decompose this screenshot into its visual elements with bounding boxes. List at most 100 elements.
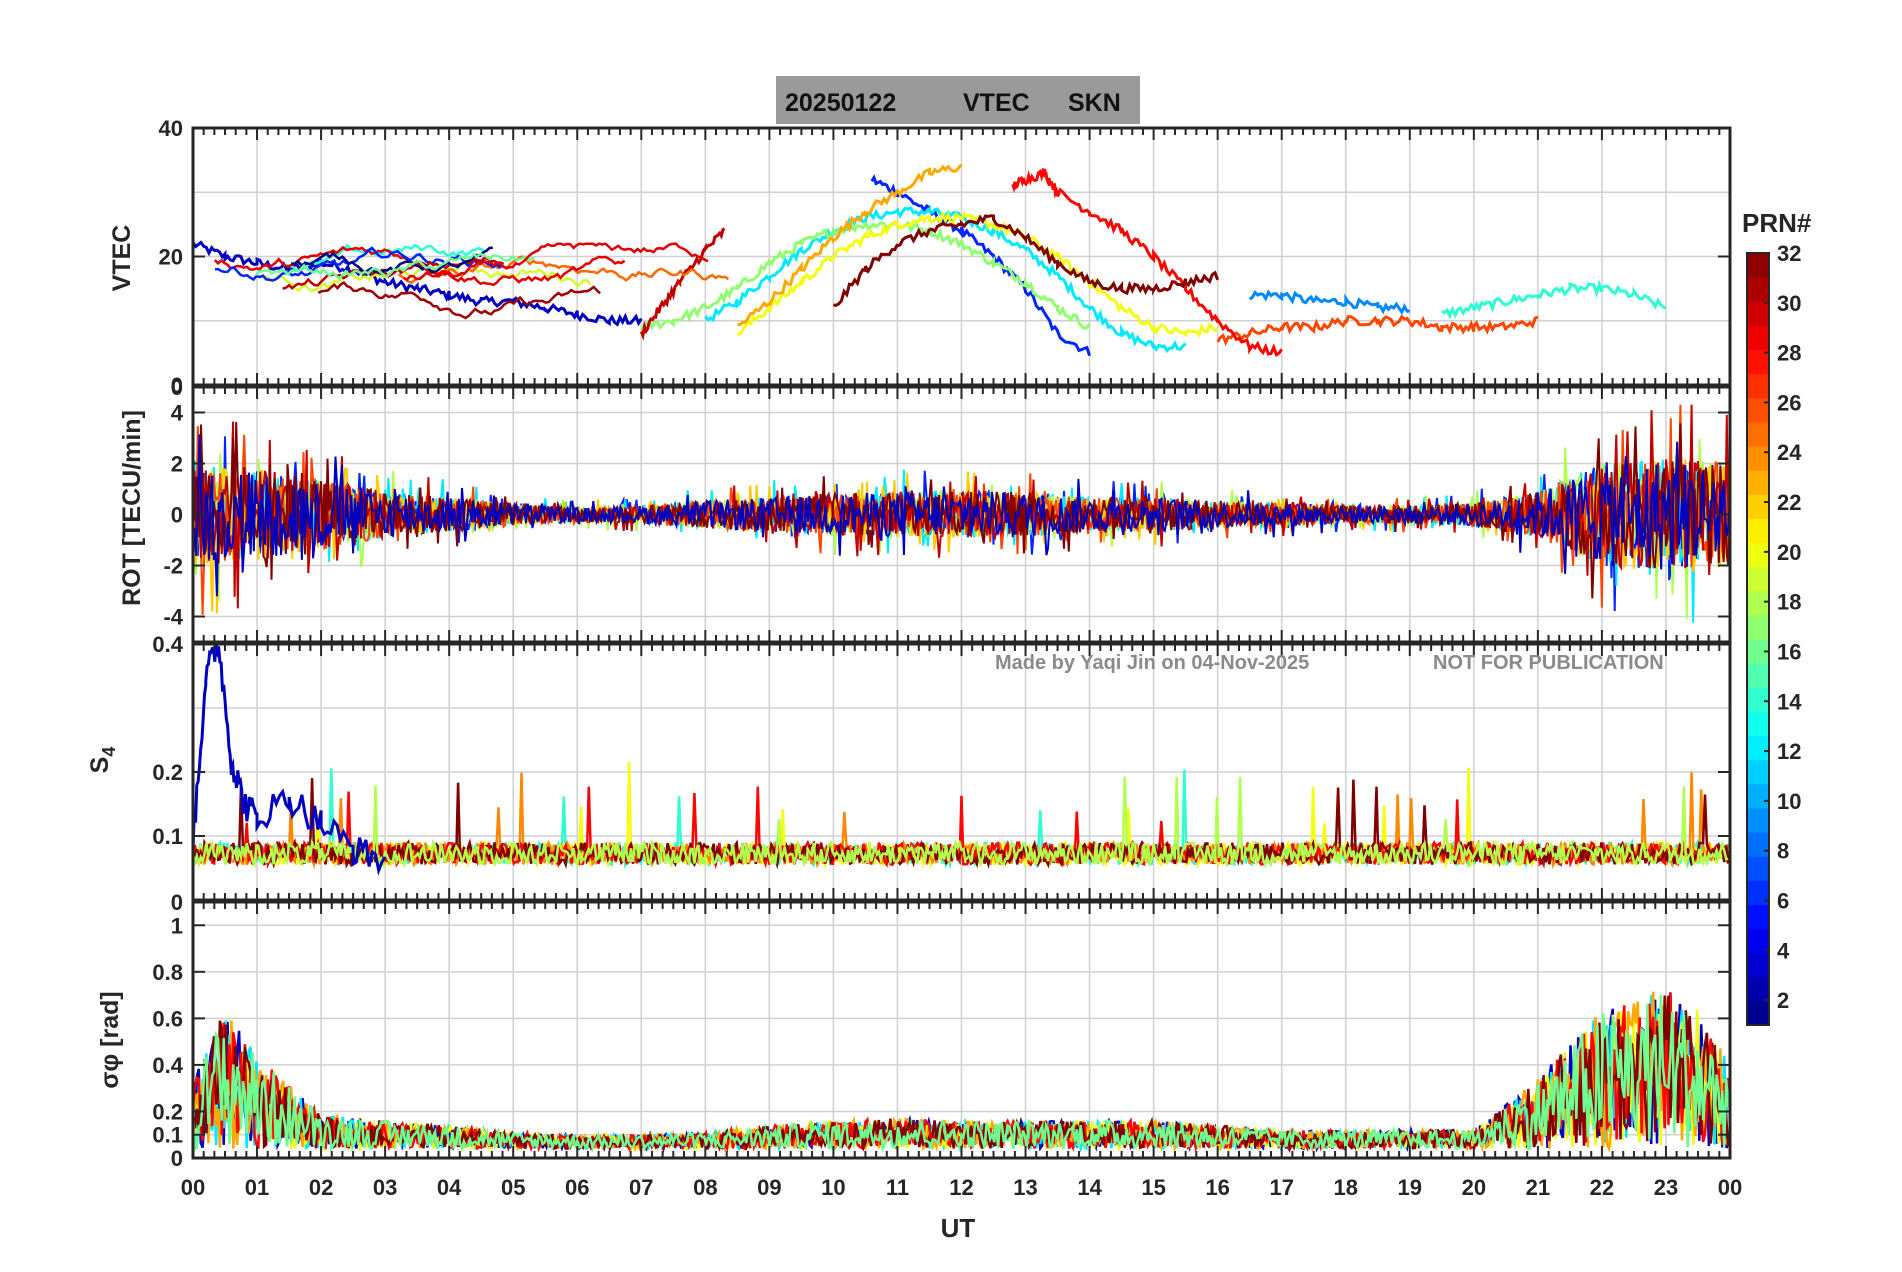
y-tick-label: 0	[171, 503, 183, 528]
x-tick-label: 19	[1398, 1175, 1422, 1200]
x-tick-label: 05	[501, 1175, 525, 1200]
colorbar-label: PRN#	[1742, 208, 1812, 238]
y-tick-label: 0.6	[152, 1006, 183, 1031]
vtec-series-prn-28	[1011, 167, 1283, 357]
y-tick-label: 0.1	[152, 1123, 183, 1148]
colorbar-tick-label: 10	[1777, 789, 1801, 814]
x-tick-label: 10	[821, 1175, 845, 1200]
colorbar-swatch	[1747, 277, 1769, 302]
x-axis-label: UT	[941, 1213, 976, 1243]
colorbar-swatch	[1747, 470, 1769, 495]
colorbar-swatch	[1747, 807, 1769, 833]
x-tick-label: 15	[1141, 1175, 1165, 1200]
y-tick-label: 0	[171, 375, 183, 400]
colorbar-frame	[1746, 252, 1770, 1026]
x-tick-label: 00	[1718, 1175, 1742, 1200]
y-tick-label: 0.8	[152, 960, 183, 985]
x-tick-label: 02	[309, 1175, 333, 1200]
y-tick-label: 0.4	[152, 1053, 183, 1078]
x-tick-label: 09	[757, 1175, 781, 1200]
colorbar-tick-label: 8	[1777, 839, 1789, 864]
colorbar-tick-label: 30	[1777, 291, 1801, 316]
x-tick-label: 12	[949, 1175, 973, 1200]
y-tick-label: 0.1	[152, 824, 183, 849]
colorbar-swatch	[1747, 590, 1769, 616]
colorbar-swatch	[1747, 421, 1769, 447]
x-tick-label: 11	[886, 1175, 909, 1200]
x-tick-label: 22	[1590, 1175, 1614, 1200]
colorbar-tick-label: 18	[1777, 590, 1801, 615]
x-tick-label: 20	[1462, 1175, 1486, 1200]
colorbar-swatch	[1747, 832, 1769, 857]
watermark-notice: NOT FOR PUBLICATION	[1433, 652, 1664, 674]
y-tick-label: 1	[171, 913, 183, 938]
colorbar-swatch	[1747, 614, 1769, 640]
y-tick-label: 0.2	[152, 1099, 183, 1124]
colorbar-tick-label: 26	[1777, 390, 1801, 415]
x-tick-label: 08	[693, 1175, 717, 1200]
vtec-track	[397, 255, 730, 285]
colorbar-swatch	[1747, 783, 1769, 809]
vtec-track	[403, 242, 709, 282]
colorbar-swatch	[1747, 687, 1769, 712]
vtec-track	[283, 243, 486, 272]
y-tick-label: 40	[159, 116, 183, 141]
colorbar-swatch	[1747, 880, 1769, 905]
vtec-series-prn-23	[737, 163, 963, 327]
y-tick-label: 0.2	[152, 760, 183, 785]
y-tick-label: 0	[171, 890, 183, 915]
colorbar-tick-label: 28	[1777, 341, 1801, 366]
colorbar-tick-label: 6	[1777, 888, 1789, 913]
colorbar-tick-label: 14	[1777, 689, 1802, 714]
colorbar-tick-label: 32	[1777, 241, 1801, 266]
title-date: 20250122	[785, 89, 896, 117]
rot-series-prn-3	[192, 434, 1731, 597]
colorbar-tick-label: 2	[1777, 988, 1789, 1013]
x-tick-label: 04	[437, 1175, 462, 1200]
colorbar-swatch	[1747, 952, 1769, 978]
colorbar-swatch	[1747, 542, 1769, 568]
colorbar-swatch	[1747, 711, 1769, 737]
panel-rot: -4 -2 0 2 4	[163, 385, 1732, 644]
vtec-track	[255, 252, 535, 281]
vtec-series-prn-9	[1248, 289, 1410, 316]
title-quantity: VTEC	[963, 89, 1030, 117]
y-tick-label: 2	[171, 452, 183, 477]
x-tick-label: 21	[1526, 1175, 1550, 1200]
y-tick-label: 0.4	[152, 632, 183, 657]
colorbar-swatch	[1747, 663, 1769, 688]
panel-s4: 0.1 0.2 0.4	[152, 632, 1732, 902]
colorbar-swatch	[1747, 639, 1769, 664]
colorbar-swatch	[1747, 349, 1769, 375]
x-tick-label: 16	[1205, 1175, 1229, 1200]
y-tick-label: 4	[171, 401, 184, 426]
sigma-ylabel: σφ [rad]	[96, 991, 124, 1089]
colorbar-swatch	[1747, 397, 1769, 423]
panel-sigma_phi: 00.10.2 0.4 0.6 0.8 1	[152, 900, 1732, 1171]
colorbar-swatch	[1747, 518, 1769, 544]
y-tick-label: 0	[171, 1146, 183, 1171]
x-tick-label: 18	[1334, 1175, 1358, 1200]
s4-series-prn-18	[191, 776, 1729, 869]
colorbar-swatch	[1747, 566, 1769, 592]
colorbar-tick-label: 20	[1777, 540, 1801, 565]
x-tick-label: 00	[181, 1175, 205, 1200]
x-tick-label: 17	[1269, 1175, 1293, 1200]
vtec-series-prn-6	[870, 174, 1092, 357]
y-tick-label: -4	[163, 605, 183, 630]
title-box	[776, 76, 1140, 124]
vtec-series-prn-14	[1441, 279, 1667, 320]
panel-vtec: 0 20 40	[159, 116, 1732, 398]
rot-ylabel: ROT [TECU/min]	[118, 410, 146, 606]
colorbar-tick-label: 24	[1777, 440, 1802, 465]
vtec-series-prn-12	[704, 204, 1187, 354]
title-station: SKN	[1068, 89, 1121, 117]
colorbar-swatch	[1747, 253, 1769, 278]
vtec-ylabel: VTEC	[108, 225, 136, 292]
colorbar-tick-label: 4	[1777, 938, 1790, 963]
vtec-series-prn-30	[639, 227, 726, 341]
s4-series-prn-3	[191, 644, 387, 876]
vtec-series-prn-17	[639, 220, 1091, 332]
